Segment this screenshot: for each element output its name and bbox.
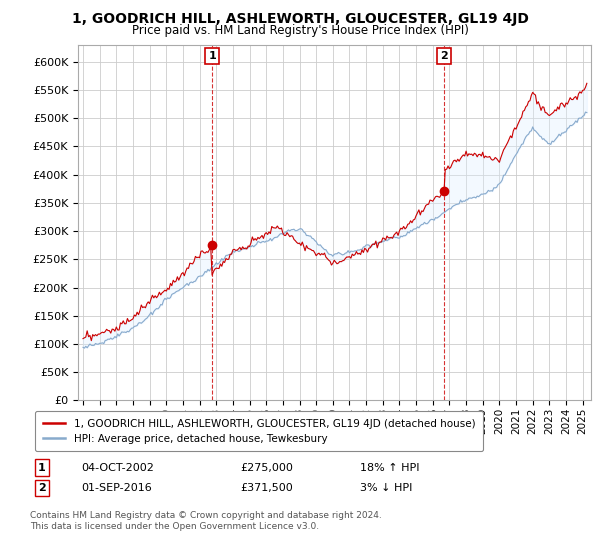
Text: Contains HM Land Registry data © Crown copyright and database right 2024.: Contains HM Land Registry data © Crown c… <box>30 511 382 520</box>
Text: This data is licensed under the Open Government Licence v3.0.: This data is licensed under the Open Gov… <box>30 522 319 531</box>
Text: 01-SEP-2016: 01-SEP-2016 <box>81 483 152 493</box>
Text: 04-OCT-2002: 04-OCT-2002 <box>81 463 154 473</box>
Text: £371,500: £371,500 <box>240 483 293 493</box>
Text: 2: 2 <box>38 483 46 493</box>
Text: 1, GOODRICH HILL, ASHLEWORTH, GLOUCESTER, GL19 4JD: 1, GOODRICH HILL, ASHLEWORTH, GLOUCESTER… <box>71 12 529 26</box>
Legend: 1, GOODRICH HILL, ASHLEWORTH, GLOUCESTER, GL19 4JD (detached house), HPI: Averag: 1, GOODRICH HILL, ASHLEWORTH, GLOUCESTER… <box>35 411 482 451</box>
Text: 3% ↓ HPI: 3% ↓ HPI <box>360 483 412 493</box>
Text: 2: 2 <box>440 51 448 61</box>
Text: 1: 1 <box>208 51 216 61</box>
Text: £275,000: £275,000 <box>240 463 293 473</box>
Text: 1: 1 <box>38 463 46 473</box>
Text: Price paid vs. HM Land Registry's House Price Index (HPI): Price paid vs. HM Land Registry's House … <box>131 24 469 36</box>
Text: 18% ↑ HPI: 18% ↑ HPI <box>360 463 419 473</box>
